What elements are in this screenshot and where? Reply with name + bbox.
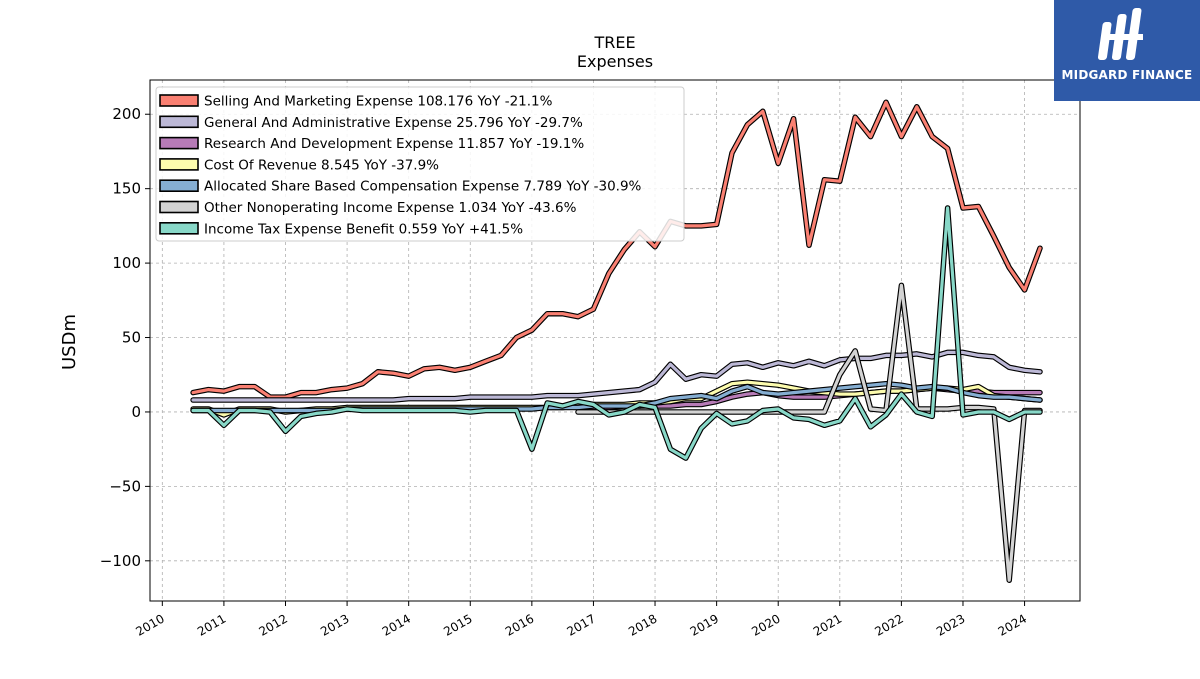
x-tick-label: 2023 [934,611,967,638]
y-tick-label: −50 [109,477,141,495]
chart-subtitle: Expenses [577,52,653,71]
series-line [191,350,1042,402]
series-line-outline [190,205,1043,461]
x-tick-label: 2019 [688,611,721,638]
series-line [191,206,1042,460]
x-tick-label: 2024 [996,611,1029,638]
y-tick-label: 0 [131,403,141,421]
legend-swatch [159,136,199,150]
x-tick-label: 2014 [380,611,413,638]
legend-entry: Income Tax Expense Benefit 0.559 YoY +41… [204,221,523,237]
series-line [191,100,1042,399]
plot-frame [149,79,1081,602]
series-1 [190,349,1043,403]
legend-swatch [159,179,199,192]
y-tick-label: 150 [112,180,141,198]
x-tick-label: 2016 [503,611,536,638]
series-line [576,283,1042,582]
x-tick-label: 2015 [441,611,474,638]
legend-entry: Cost Of Revenue 8.545 YoY -37.9% [204,157,439,173]
x-tick-label: 2020 [749,611,782,638]
series-lines [190,99,1043,583]
chart-title: TREE [593,33,635,52]
series-6 [190,205,1043,461]
y-axis-label: USDm [59,314,80,370]
series-line-outline [575,282,1043,583]
legend-entry: Selling And Marketing Expense 108.176 Yo… [204,94,553,110]
legend-entry: Allocated Share Based Compensation Expen… [204,179,642,195]
x-tick-label: 2012 [257,611,290,638]
legend-swatch [159,158,199,171]
midgard-logo-icon [1097,8,1143,60]
legend-entry: General And Administrative Expense 25.79… [204,115,583,131]
legend-entry: Other Nonoperating Income Expense 1.034 … [204,200,577,216]
x-tick-label: 2017 [564,611,597,638]
brand-name: MIDGARD FINANCE [1061,68,1193,82]
series-5 [575,282,1043,583]
legend-swatch [159,94,199,107]
legend-swatch [159,115,199,129]
x-tick-label: 2021 [811,611,844,638]
x-tick-label: 2013 [318,611,351,638]
y-tick-label: 100 [112,254,141,272]
legend: Selling And Marketing Expense 108.176 Yo… [155,86,685,242]
legend-swatch [159,200,199,214]
legend-entry: Research And Development Expense 11.857 … [204,136,584,152]
x-tick-label: 2010 [133,611,166,638]
x-tick-label: 2018 [626,611,659,638]
legend-swatch [159,222,199,235]
y-tick-label: 200 [112,105,141,123]
y-tick-label: 50 [122,329,141,347]
y-tick-label: −100 [100,552,141,570]
x-tick-label: 2022 [872,611,905,638]
brand-logo: MIDGARD FINANCE [1054,0,1200,101]
series-0 [190,99,1043,400]
x-tick-label: 2011 [195,611,228,638]
legend-box [155,86,685,242]
